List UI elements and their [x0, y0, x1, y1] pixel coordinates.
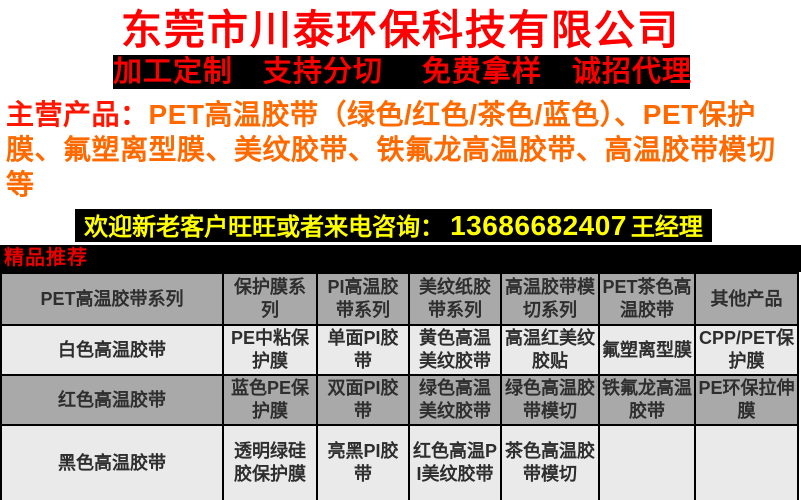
- product-category-table: PET高温胶带系列 保护膜系列 PI高温胶带系列 美纹纸胶带系列 高温胶带模切系…: [0, 272, 799, 500]
- main-products-label: 主营产品：: [6, 99, 149, 130]
- column-header-pet-brown-tape[interactable]: PET茶色高温胶带: [598, 272, 696, 326]
- contact-prefix: 欢迎新老客户旺旺或者来电咨询：: [84, 214, 445, 241]
- column-header-masking-tape-series[interactable]: 美纹纸胶带系列: [408, 272, 502, 326]
- product-cell[interactable]: 白色高温胶带: [0, 324, 224, 376]
- column-header-pi-tape-series[interactable]: PI高温胶带系列: [316, 272, 410, 326]
- column-header-pet-tape-series[interactable]: PET高温胶带系列: [0, 272, 224, 326]
- product-cell[interactable]: 红色高温胶带: [0, 374, 224, 426]
- product-cell[interactable]: 绿色高温美纹胶带: [408, 374, 502, 426]
- column-header-die-cut-series[interactable]: 高温胶带模切系列: [500, 272, 600, 326]
- product-cell[interactable]: 氟塑离型膜: [598, 324, 696, 376]
- product-cell[interactable]: 绿色高温胶带模切: [500, 374, 600, 426]
- product-cell[interactable]: 双面PI胶带: [316, 374, 410, 426]
- product-cell[interactable]: 铁氟龙高温胶带: [598, 374, 696, 426]
- product-cell[interactable]: 黄色高温美纹胶带: [408, 324, 502, 376]
- product-cell[interactable]: CPP/PET保护膜: [694, 324, 799, 376]
- product-cell[interactable]: 亮黑PI胶带: [316, 424, 410, 500]
- table-row: 白色高温胶带 PE中粘保护膜 单面PI胶带 黄色高温美纹胶带 高温红美纹胶贴 氟…: [0, 324, 799, 376]
- services-banner: 加工定制 支持分切 免费拿样 诚招代理: [113, 55, 693, 89]
- featured-products-header: 精品推荐: [0, 245, 801, 272]
- column-header-protective-film-series[interactable]: 保护膜系列: [222, 272, 318, 326]
- product-cell[interactable]: 透明绿硅胶保护膜: [222, 424, 318, 500]
- product-cell[interactable]: 蓝色PE保护膜: [222, 374, 318, 426]
- contact-person: 王经理: [630, 214, 703, 241]
- table-row: 黑色高温胶带 透明绿硅胶保护膜 亮黑PI胶带 红色高温PI美纹胶带 茶色高温胶带…: [0, 424, 799, 500]
- main-products-text: 主营产品：PET高温胶带（绿色/红色/茶色/蓝色）、PET保护膜、氟塑离型膜、美…: [6, 97, 796, 202]
- product-cell-empty: [598, 424, 696, 500]
- contact-banner: 欢迎新老客户旺旺或者来电咨询： 13686682407 王经理: [75, 209, 712, 242]
- column-header-other-products[interactable]: 其他产品: [694, 272, 799, 326]
- product-cell[interactable]: 高温红美纹胶贴: [500, 324, 600, 376]
- product-cell-empty: [694, 424, 799, 500]
- product-cell[interactable]: 黑色高温胶带: [0, 424, 224, 500]
- product-cell[interactable]: 单面PI胶带: [316, 324, 410, 376]
- product-cell[interactable]: PE环保拉伸膜: [694, 374, 799, 426]
- company-name: 东莞市川泰环保科技有限公司: [121, 7, 680, 53]
- table-row: 红色高温胶带 蓝色PE保护膜 双面PI胶带 绿色高温美纹胶带 绿色高温胶带模切 …: [0, 374, 799, 426]
- table-header-row: PET高温胶带系列 保护膜系列 PI高温胶带系列 美纹纸胶带系列 高温胶带模切系…: [0, 272, 799, 326]
- product-cell[interactable]: 茶色高温胶带模切: [500, 424, 600, 500]
- product-cell[interactable]: 红色高温PI美纹胶带: [408, 424, 502, 500]
- contact-phone-number: 13686682407: [450, 210, 627, 241]
- main-products-list: PET高温胶带（绿色/红色/茶色/蓝色）、PET保护膜、氟塑离型膜、美纹胶带、铁…: [6, 99, 776, 200]
- product-cell[interactable]: PE中粘保护膜: [222, 324, 318, 376]
